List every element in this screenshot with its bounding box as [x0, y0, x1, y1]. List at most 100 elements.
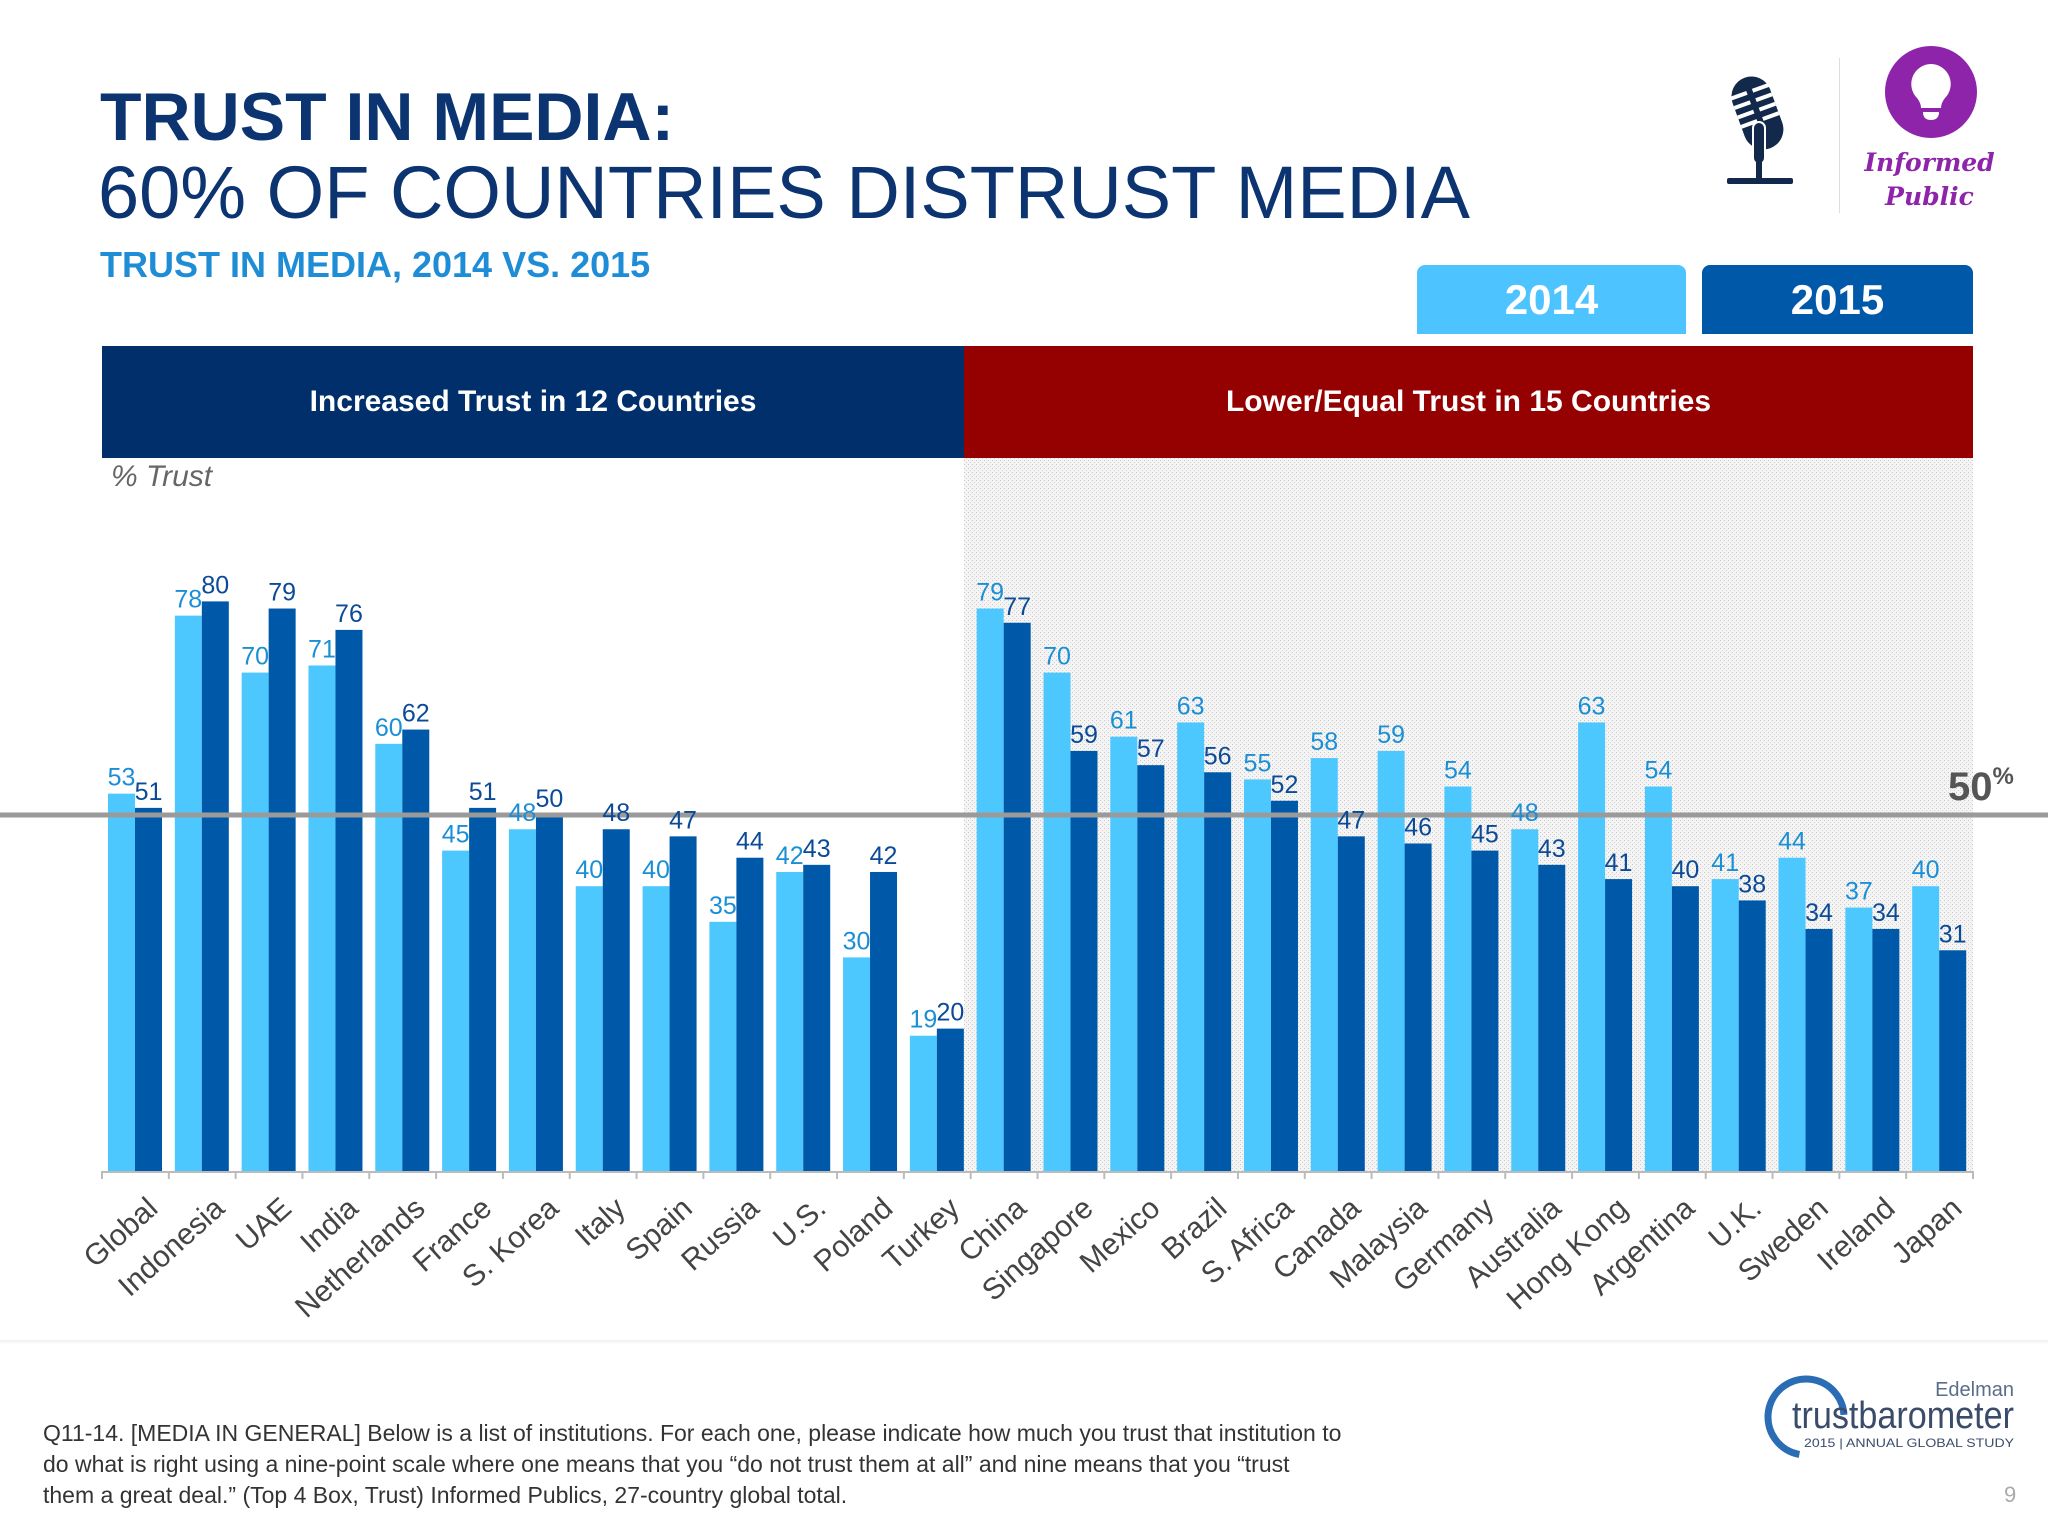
bar-2015-russia	[736, 857, 764, 1171]
title-line-2: 60% OF COUNTRIES DISTRUST MEDIA	[98, 151, 1470, 234]
bar-2014-malaysia	[1377, 750, 1405, 1171]
bar-2014-india	[308, 665, 336, 1171]
data-label-2014: 30	[843, 927, 871, 955]
data-label-2014: 53	[108, 764, 136, 792]
data-label-2014: 40	[575, 856, 603, 884]
data-label-2015: 34	[1805, 899, 1833, 927]
data-label-2014: 19	[909, 1006, 937, 1034]
page-number: 9	[2004, 1482, 2017, 1507]
bar-2015-poland	[870, 871, 898, 1171]
bar-2015-turkey	[936, 1028, 964, 1171]
data-label-2015: 47	[1337, 806, 1365, 834]
bar-2014-poland	[843, 957, 871, 1171]
data-label-2015: 48	[602, 799, 630, 827]
data-label-2015: 79	[268, 579, 296, 607]
bar-chart: 5351788070797176606245514850404840473544…	[0, 458, 2048, 1324]
data-label-2015: 56	[1204, 742, 1232, 770]
data-label-2015: 44	[736, 828, 764, 856]
title-line-1: TRUST IN MEDIA:	[100, 79, 675, 155]
bar-2015-indonesia	[201, 601, 229, 1171]
x-tick-label: Japan	[1885, 1192, 1968, 1271]
bar-2015-china	[1003, 622, 1031, 1171]
data-label-2014: 70	[1043, 643, 1071, 671]
data-label-2014: 35	[709, 892, 737, 920]
data-label-2014: 55	[1244, 749, 1272, 777]
bar-2014-canada	[1310, 758, 1338, 1171]
data-label-2014: 41	[1711, 849, 1739, 877]
logo-tagline: 2015 | ANNUAL GLOBAL STUDY	[1804, 1436, 2014, 1450]
bar-2014-global	[108, 793, 135, 1171]
bar-2014-s-korea	[508, 829, 536, 1171]
data-label-2014: 54	[1644, 757, 1672, 785]
data-label-2014: 48	[509, 799, 537, 827]
band-increased-trust: Increased Trust in 12 Countries	[102, 346, 964, 458]
data-label-2015: 77	[1003, 593, 1031, 621]
bar-2014-brazil	[1177, 722, 1205, 1171]
data-label-2015: 45	[1471, 821, 1499, 849]
bar-2014-germany	[1444, 786, 1472, 1171]
chart-subtitle: TRUST IN MEDIA, 2014 VS. 2015	[100, 244, 651, 285]
bar-2015-hong-kong	[1605, 879, 1633, 1171]
data-label-2015: 38	[1738, 870, 1766, 898]
bar-2015-u-s-	[803, 864, 831, 1171]
bar-2015-s-africa	[1270, 800, 1298, 1171]
informed-public-label: Informed Public	[1852, 146, 2007, 214]
data-label-2014: 63	[1578, 692, 1606, 720]
bar-2014-italy	[575, 886, 603, 1171]
badge-label-1: Informed	[1864, 148, 1995, 177]
data-label-2014: 71	[308, 635, 336, 663]
bar-2015-netherlands	[402, 729, 430, 1171]
data-label-2015: 76	[335, 600, 363, 628]
data-label-2015: 62	[402, 700, 430, 728]
bar-2015-italy	[602, 829, 630, 1171]
x-tick-label: Turkey	[877, 1192, 966, 1277]
bar-2015-france	[469, 807, 497, 1171]
legend-2015: 2015	[1702, 265, 1973, 334]
data-label-2014: 44	[1778, 828, 1806, 856]
data-label-2014: 63	[1177, 692, 1205, 720]
bar-2014-ireland	[1845, 907, 1873, 1171]
data-label-2015: 46	[1404, 813, 1432, 841]
bar-2015-uae	[268, 608, 296, 1171]
x-tick-label: Ireland	[1811, 1192, 1901, 1278]
data-label-2015: 59	[1070, 721, 1098, 749]
bar-2015-mexico	[1137, 765, 1165, 1171]
bar-2014-indonesia	[174, 615, 202, 1171]
bar-2014-sweden	[1778, 857, 1806, 1171]
x-tick-label: Russia	[675, 1191, 765, 1277]
data-label-2015: 40	[1671, 856, 1699, 884]
bar-2014-japan	[1912, 886, 1940, 1171]
data-label-2014: 78	[174, 586, 202, 614]
bar-2015-spain	[669, 836, 697, 1171]
bar-2015-singapore	[1070, 750, 1098, 1171]
data-label-2014: 37	[1845, 878, 1873, 906]
bar-2014-hong-kong	[1578, 722, 1606, 1171]
bar-2014-spain	[642, 886, 670, 1171]
bar-2014-s-africa	[1243, 779, 1271, 1171]
bar-2015-brazil	[1204, 772, 1232, 1171]
bar-2015-u-k-	[1738, 900, 1766, 1171]
bar-2014-u-s-	[776, 871, 804, 1171]
data-label-2014: 79	[976, 579, 1004, 607]
bar-2014-australia	[1511, 829, 1539, 1171]
data-label-2015: 43	[803, 835, 831, 863]
data-label-2015: 57	[1137, 735, 1165, 763]
bar-2015-ireland	[1872, 928, 1900, 1171]
logo-brand: Edelman	[1935, 1379, 2014, 1401]
bar-2015-s-korea	[535, 815, 563, 1171]
data-label-2015: 51	[469, 778, 497, 806]
bar-2015-malaysia	[1404, 843, 1432, 1171]
bar-2014-mexico	[1110, 736, 1138, 1171]
data-label-2014: 40	[642, 856, 670, 884]
data-label-2015: 42	[870, 842, 898, 870]
logo-name: trustbarometer	[1792, 1395, 2014, 1437]
y-axis-label: % Trust	[111, 460, 213, 493]
data-label-2014: 61	[1110, 707, 1138, 735]
reference-line-label: 50%	[1948, 763, 2014, 809]
data-label-2015: 43	[1538, 835, 1566, 863]
bar-2014-china	[976, 608, 1004, 1171]
data-label-2014: 59	[1377, 721, 1405, 749]
bar-2014-turkey	[909, 1035, 937, 1171]
bar-2014-russia	[709, 921, 737, 1171]
data-label-2014: 58	[1310, 728, 1338, 756]
